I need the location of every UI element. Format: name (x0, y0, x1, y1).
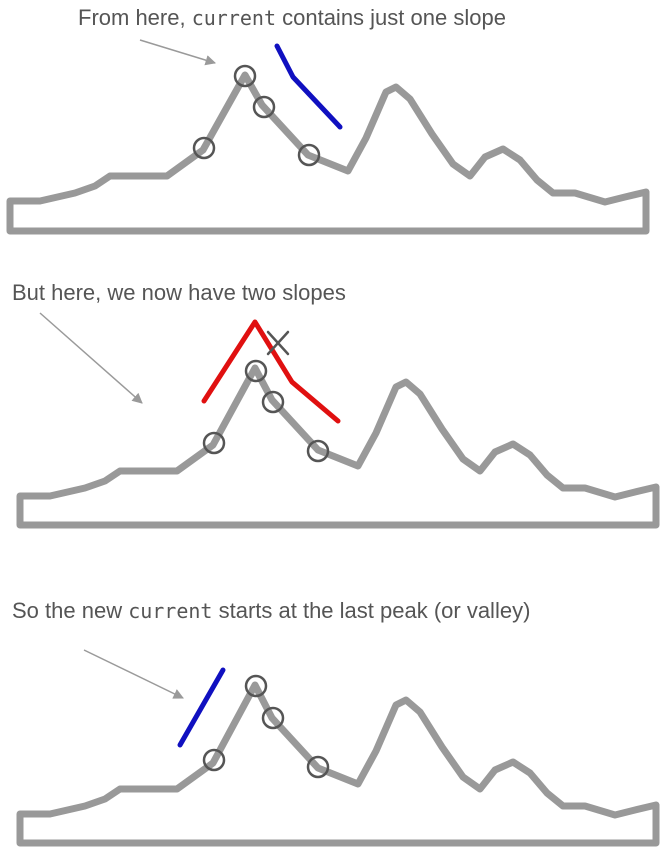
panel-1-current-slope (274, 43, 343, 130)
panel-3-caption: So the new current starts at the last pe… (12, 598, 530, 623)
panel-1-marker-peak-icon (233, 64, 257, 88)
panel-2-terrain (16, 364, 660, 529)
panel-1-terrain (6, 71, 650, 235)
panel-3-marker-peak-icon (244, 674, 268, 698)
panel-2-cross-mark-icon (266, 330, 290, 356)
panel-2-caption-before: But here, we now have two slopes (12, 280, 346, 305)
panel-1-arrow-icon (139, 39, 217, 66)
panel-3-caption-code: current (128, 599, 212, 623)
panel-3: So the new current starts at the last pe… (12, 598, 660, 847)
panel-2-marker-peak-icon (244, 359, 268, 383)
panel-1-marker-ascent-icon (192, 136, 216, 160)
panel-2-marker-valley-icon (306, 439, 330, 463)
panel-3-marker-descent-icon (261, 706, 285, 730)
panel-3-new-current-slope (177, 667, 226, 748)
panel-3-terrain (16, 681, 660, 847)
panel-1-caption-code: current (192, 6, 276, 30)
panel-3-arrow-icon (83, 649, 184, 699)
panel-2-arrow-icon (39, 312, 143, 404)
panel-3-marker-ascent-icon (202, 748, 226, 772)
panel-2-marker-ascent-icon (202, 431, 226, 455)
panel-1: From here, current contains just one slo… (6, 5, 650, 235)
panel-2-caption: But here, we now have two slopes (12, 280, 346, 305)
panel-2-two-slopes (201, 319, 341, 424)
panel-3-marker-valley-icon (306, 755, 330, 779)
panel-1-caption-after: contains just one slope (276, 5, 506, 30)
panel-2: But here, we now have two slopes (12, 280, 660, 529)
panel-3-caption-before: So the new (12, 598, 128, 623)
panel-2-marker-descent-icon (261, 390, 285, 414)
panel-1-marker-descent-icon (252, 95, 276, 119)
panel-1-marker-valley-icon (297, 143, 321, 167)
panel-1-caption-before: From here, (78, 5, 192, 30)
panel-3-caption-after: starts at the last peak (or valley) (212, 598, 530, 623)
panel-1-caption: From here, current contains just one slo… (78, 5, 506, 30)
